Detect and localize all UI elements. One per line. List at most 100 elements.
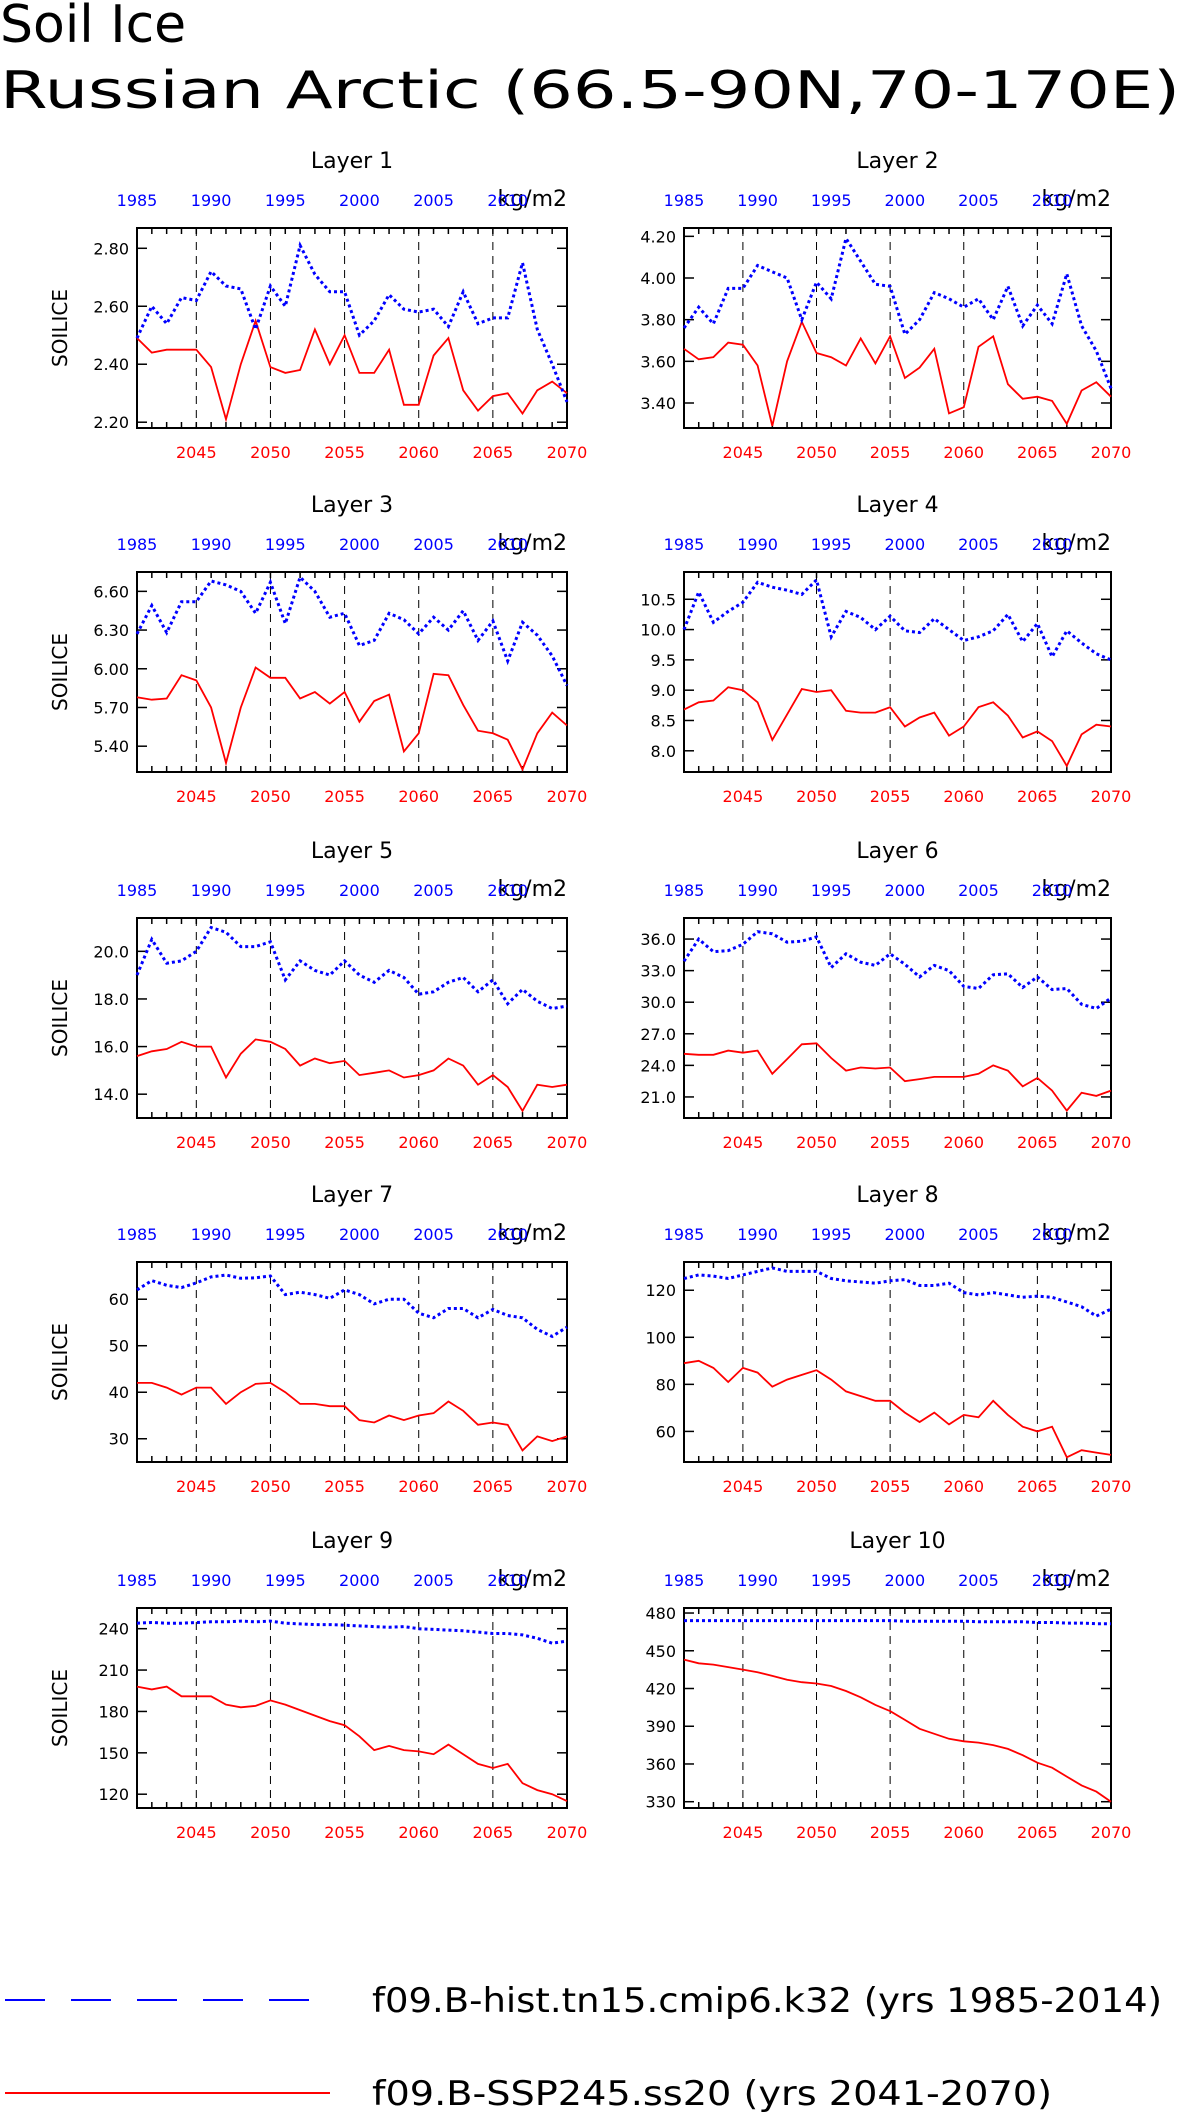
- panel-title: Layer 7: [311, 1183, 393, 1208]
- x-bottom-tick-label: 2055: [324, 1477, 365, 1496]
- x-top-tick-label: 2000: [339, 881, 380, 900]
- x-bottom-tick-label: 2045: [176, 787, 217, 806]
- x-bottom-tick-label: 2050: [250, 443, 291, 462]
- x-bottom-tick-label: 2065: [1017, 443, 1058, 462]
- units-label: kg/m2: [497, 1221, 567, 1246]
- series-hist-line: [136, 1619, 568, 1645]
- x-bottom-tick-label: 2050: [796, 1823, 837, 1842]
- legend-hist-label: f09.B-hist.tn15.cmip6.k32 (yrs 1985-2014…: [372, 1981, 1162, 2021]
- series-hist-line: [135, 241, 569, 403]
- series-hist-line: [135, 925, 568, 1011]
- x-bottom-tick-label: 2070: [547, 1823, 588, 1842]
- y-tick-label: 40: [109, 1383, 129, 1402]
- x-top-tick-label: 2010: [1032, 1571, 1073, 1590]
- plot-frame: [683, 571, 1112, 773]
- units-label: kg/m2: [497, 1567, 567, 1592]
- x-top-tick-label: 2005: [413, 1571, 454, 1590]
- series-hist-line: [135, 574, 569, 687]
- y-tick-label: 420: [645, 1680, 676, 1699]
- y-tick-label: 60: [109, 1290, 129, 1309]
- x-top-tick-label: 2010: [1032, 1225, 1073, 1244]
- y-tick-label: 20.0: [93, 942, 129, 961]
- y-axis-label: SOILICE: [48, 1323, 72, 1401]
- x-top-tick-label: 2005: [413, 191, 454, 210]
- x-top-tick-label: 2010: [487, 1571, 528, 1590]
- panel-title: Layer 10: [849, 1529, 945, 1554]
- x-top-tick-label: 2005: [413, 881, 454, 900]
- x-top-tick-label: 1990: [191, 191, 232, 210]
- panel-title: Layer 9: [311, 1529, 393, 1554]
- y-tick-label: 100: [645, 1328, 676, 1347]
- x-bottom-tick-label: 2070: [1091, 1823, 1132, 1842]
- x-bottom-tick-label: 2065: [1017, 1133, 1058, 1152]
- x-top-tick-label: 2000: [885, 191, 926, 210]
- x-bottom-tick-label: 2070: [547, 787, 588, 806]
- y-tick-label: 5.40: [93, 737, 129, 756]
- y-tick-label: 4.20: [640, 227, 676, 246]
- y-tick-label: 180: [98, 1702, 129, 1721]
- x-top-tick-label: 2010: [487, 191, 528, 210]
- figure-title-line1: Soil Ice: [0, 0, 186, 55]
- y-tick-label: 8.5: [651, 711, 676, 730]
- x-bottom-tick-label: 2070: [1091, 443, 1132, 462]
- x-bottom-tick-label: 2065: [473, 1133, 514, 1152]
- x-top-tick-label: 1990: [737, 1225, 778, 1244]
- x-bottom-tick-label: 2050: [796, 443, 837, 462]
- panel-title: Layer 5: [311, 839, 393, 864]
- units-label: kg/m2: [497, 187, 567, 212]
- x-bottom-tick-label: 2045: [723, 1133, 764, 1152]
- y-tick-label: 3.60: [640, 352, 676, 371]
- panel-layer-6: Layer 6 kg/m2 1985 1990 1995 2000 2005 2010 2045…: [640, 839, 1131, 1152]
- y-tick-label: 30: [109, 1430, 129, 1449]
- y-tick-label: 120: [98, 1785, 129, 1804]
- x-top-tick-label: 1995: [265, 881, 306, 900]
- y-tick-label: 21.0: [640, 1088, 676, 1107]
- plot-frame: [683, 1607, 1112, 1809]
- panel-title: Layer 2: [856, 149, 938, 174]
- panel-title: Layer 3: [311, 493, 393, 518]
- legend: f09.B-hist.tn15.cmip6.k32 (yrs 1985-2014…: [5, 1981, 1162, 2114]
- x-top-tick-label: 2000: [339, 1571, 380, 1590]
- x-top-tick-label: 1995: [811, 881, 852, 900]
- y-tick-label: 4.00: [640, 269, 676, 288]
- series-hist-line: [136, 1273, 568, 1339]
- x-top-tick-label: 1985: [117, 191, 158, 210]
- x-top-tick-label: 1990: [737, 881, 778, 900]
- series-ssp-line: [136, 1685, 568, 1802]
- x-bottom-tick-label: 2050: [796, 1477, 837, 1496]
- series-hist-line: [682, 234, 1113, 389]
- x-top-tick-label: 2005: [958, 881, 999, 900]
- panel-layer-10: Layer 10 kg/m2 1985 1990 1995 2000 2005 2010 204…: [645, 1529, 1131, 1842]
- x-top-tick-label: 1990: [191, 535, 232, 554]
- x-top-tick-label: 2000: [339, 535, 380, 554]
- units-label: kg/m2: [1041, 1221, 1111, 1246]
- x-top-tick-label: 1985: [664, 191, 705, 210]
- x-top-tick-label: 2010: [1032, 881, 1073, 900]
- x-top-tick-label: 2010: [1032, 535, 1073, 554]
- x-bottom-tick-label: 2050: [250, 787, 291, 806]
- series-ssp-line: [136, 666, 568, 772]
- y-tick-label: 2.60: [93, 297, 129, 316]
- x-top-tick-label: 2005: [413, 1225, 454, 1244]
- panel-layer-1: Layer 1 kg/m2 1985 1990 1995 2000 2005 2010 2045…: [48, 149, 587, 462]
- plot-frame: [136, 917, 568, 1119]
- x-bottom-tick-label: 2065: [473, 443, 514, 462]
- x-top-tick-label: 1990: [737, 1571, 778, 1590]
- y-tick-label: 5.70: [93, 698, 129, 717]
- x-bottom-tick-label: 2065: [1017, 787, 1058, 806]
- panel-layer-5: Layer 5 kg/m2 1985 1990 1995 2000 2005 2010 2045…: [48, 839, 587, 1152]
- x-bottom-tick-label: 2060: [943, 1133, 984, 1152]
- panel-title: Layer 6: [856, 839, 938, 864]
- x-top-tick-label: 1985: [664, 1225, 705, 1244]
- x-top-tick-label: 1995: [265, 191, 306, 210]
- y-axis-label: SOILICE: [48, 979, 72, 1057]
- y-tick-label: 80: [656, 1375, 676, 1394]
- y-axis-label: SOILICE: [48, 1669, 72, 1747]
- x-top-tick-label: 2005: [413, 535, 454, 554]
- x-bottom-tick-label: 2060: [943, 787, 984, 806]
- y-tick-label: 480: [645, 1604, 676, 1623]
- y-tick-label: 330: [645, 1793, 676, 1812]
- y-tick-label: 36.0: [640, 930, 676, 949]
- series-ssp-line: [683, 1042, 1112, 1113]
